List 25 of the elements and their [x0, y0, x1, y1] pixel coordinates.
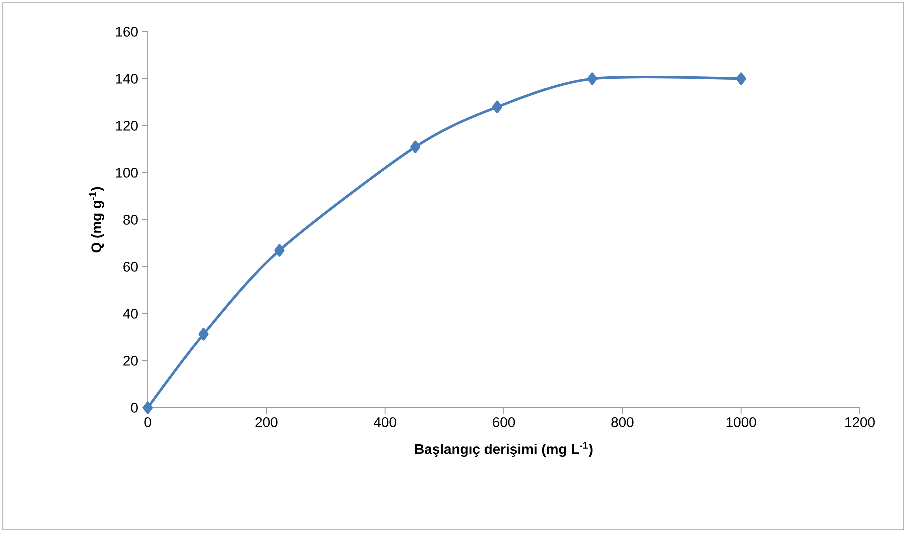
x-tick-label: 0 [144, 417, 152, 428]
x-tick-label: 600 [493, 417, 516, 428]
x-tick-label: 200 [256, 417, 278, 428]
point [410, 140, 421, 154]
y-tick-label: 120 [116, 121, 138, 131]
x-tick-label: 800 [612, 417, 634, 428]
y-tick-label: 0 [131, 403, 138, 413]
x-tick-label: 1200 [846, 417, 875, 428]
point [274, 244, 285, 257]
point [198, 328, 209, 341]
y-axis-title: Q (mg g$^{-1}$) [90, 187, 104, 253]
y-tick-label: 160 [116, 27, 138, 37]
y-tick-label: 40 [123, 309, 138, 319]
y-tick-label: 140 [116, 74, 138, 84]
x-tick-label: 400 [374, 417, 396, 428]
x-axis-title: Başlangıç derişimi (mg L$^{-1}$) [415, 442, 593, 458]
y-tick-label: 100 [116, 168, 138, 178]
x-tick-label: 1000 [726, 417, 756, 428]
point [736, 72, 746, 86]
y-tick-label: 80 [124, 215, 138, 225]
y-tick-label: 20 [124, 356, 138, 366]
point [587, 72, 598, 86]
y-tick-label: 60 [124, 262, 138, 272]
point [492, 100, 503, 114]
point [142, 402, 154, 414]
